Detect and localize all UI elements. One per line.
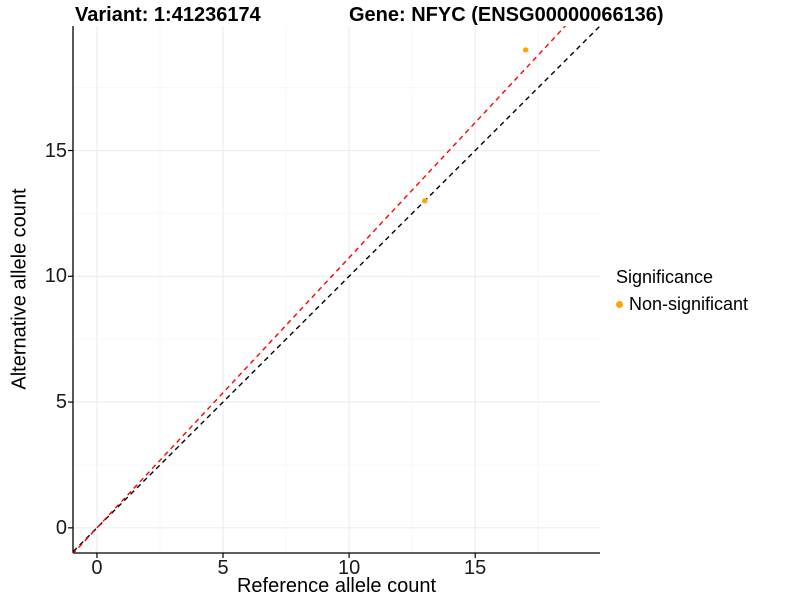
legend-point-icon <box>616 300 623 308</box>
legend: Significance Non-significant <box>616 266 748 315</box>
x-tick-label: 15 <box>464 557 487 579</box>
y-tick-label: 0 <box>55 516 67 539</box>
legend-entry: Non-significant <box>616 293 748 315</box>
y-tick-label: 10 <box>44 265 67 288</box>
plot-title-gene: Gene: NFYC (ENSG00000066136) <box>349 4 664 26</box>
legend-title: Significance <box>616 267 714 287</box>
x-tick-label: 10 <box>337 557 361 579</box>
y-axis-title: Alternative allele count <box>8 188 31 390</box>
data-point <box>522 47 529 53</box>
identity-line <box>73 26 600 553</box>
data-point <box>422 198 428 204</box>
x-tick-label: 5 <box>217 557 229 579</box>
legend-entry-label: Non-significant <box>629 294 749 314</box>
fit-line <box>73 26 567 553</box>
x-axis-title: Reference allele count <box>236 575 436 597</box>
y-tick-label: 5 <box>55 391 67 414</box>
x-tick-label: 0 <box>91 557 103 579</box>
plot-title-variant: Variant: 1:41236174 <box>75 4 261 26</box>
y-tick-label: 15 <box>44 139 67 162</box>
